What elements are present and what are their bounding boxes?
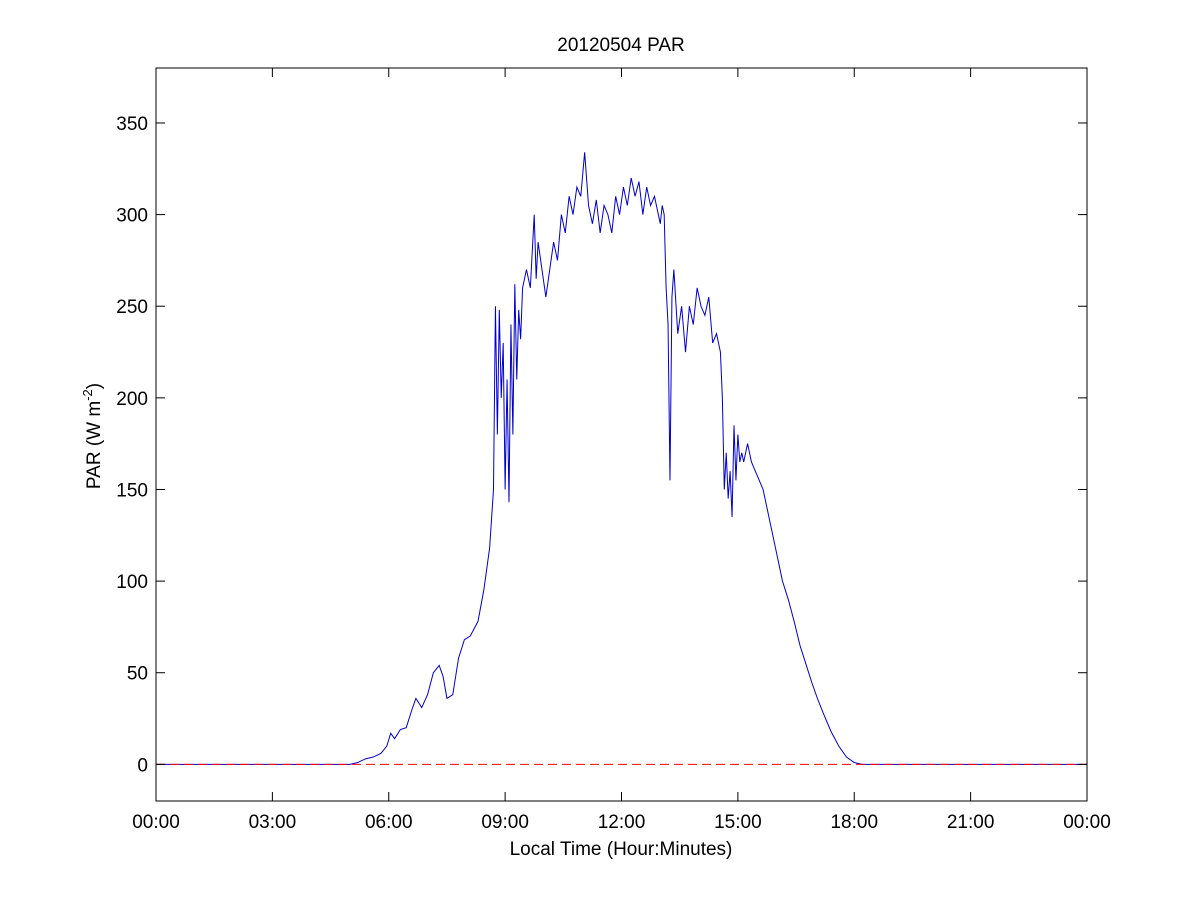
y-tick-label: 150 (116, 480, 148, 501)
x-axis-label: Local Time (Hour:Minutes) (510, 839, 733, 860)
y-tick-label: 100 (116, 572, 148, 593)
x-tick-label: 18:00 (830, 812, 878, 833)
x-tick-label: 06:00 (365, 812, 413, 833)
y-tick-label: 50 (127, 664, 148, 685)
y-tick-label: 350 (116, 114, 148, 135)
y-axis-label-main: PAR (W m (84, 401, 105, 489)
y-tick-label: 250 (116, 297, 148, 318)
x-tick-label: 15:00 (714, 812, 762, 833)
y-tick-label: 200 (116, 389, 148, 410)
y-tick-label: 300 (116, 206, 148, 227)
x-tick-label: 00:00 (1063, 812, 1111, 833)
y-axis: 0 50 100 150 200 250 300 350 (116, 114, 1087, 776)
y-axis-label: PAR (W m-2) (80, 383, 105, 489)
plot-area (156, 152, 1087, 765)
x-tick-label: 03:00 (249, 812, 297, 833)
x-axis: 00:00 03:00 06:00 09:00 12:00 15:00 18:00 21:00… (132, 68, 1111, 833)
x-tick-label: 00:00 (132, 812, 180, 833)
x-tick-label: 09:00 (481, 812, 529, 833)
y-axis-label-superscript: -2 (80, 389, 95, 401)
x-tick-label: 12:00 (598, 812, 646, 833)
y-tick-label: 0 (137, 755, 148, 776)
par-series-line (156, 152, 1087, 765)
x-tick-label: 21:00 (947, 812, 995, 833)
chart-title: 20120504 PAR (557, 35, 684, 56)
y-axis-label-tail: ) (84, 383, 105, 389)
